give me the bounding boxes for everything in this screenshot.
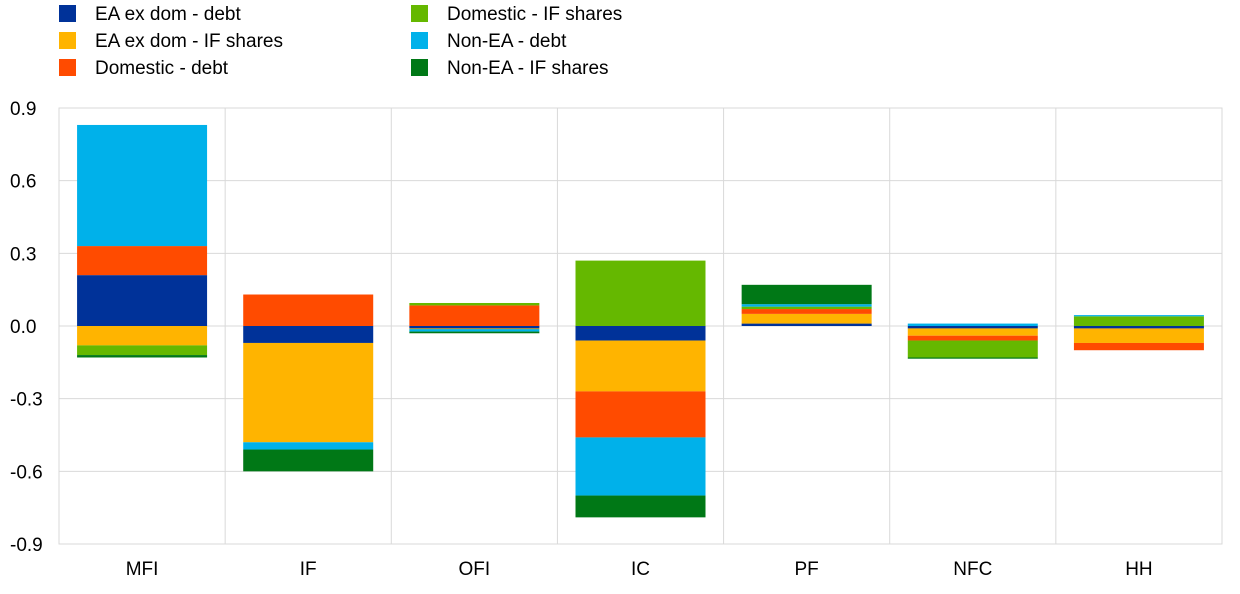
bar-ic-domestic-if-shares xyxy=(575,260,706,326)
bar-hh-domestic-debt xyxy=(1073,342,1204,351)
bar-pf-non-ea-debt xyxy=(741,304,872,307)
legend-swatch-domestic-if-shares xyxy=(411,5,428,22)
bar-mfi-ea-ex-dom-if-shares xyxy=(77,326,208,346)
bars xyxy=(77,124,1204,518)
x-tick-label-ic: IC xyxy=(631,559,650,580)
y-tick-label: 0.0 xyxy=(10,317,36,338)
legend-swatch-non-ea-debt xyxy=(411,32,428,49)
bar-mfi-non-ea-if-shares xyxy=(77,355,208,358)
bar-mfi-non-ea-debt xyxy=(77,124,208,247)
legend-swatch-ea-ex-dom-if-shares xyxy=(59,32,76,49)
bar-ic-non-ea-if-shares xyxy=(575,495,706,518)
bar-pf-ea-ex-dom-if-shares xyxy=(741,313,872,324)
bar-hh-domestic-if-shares xyxy=(1073,316,1204,326)
axes: 0.9 0.6 0.3 0.0 -0.3 -0.6 -0.9 MFI IF OFI IC PF NFC H… xyxy=(10,99,1153,580)
legend-label-domestic-debt: Domestic - debt xyxy=(95,58,229,79)
bar-if-non-ea-debt xyxy=(243,442,374,450)
y-tick-label: -0.6 xyxy=(10,462,43,483)
bar-mfi-ea-ex-dom-debt xyxy=(77,275,208,326)
bar-nfc-ea-ex-dom-debt xyxy=(907,326,1038,329)
bar-pf-ea-ex-dom-debt xyxy=(741,323,872,326)
bar-pf-domestic-debt xyxy=(741,309,872,314)
bar-ic-non-ea-debt xyxy=(575,437,706,496)
bar-mfi-domestic-debt xyxy=(77,246,208,276)
bar-hh-non-ea-debt xyxy=(1073,315,1204,317)
y-tick-label: -0.3 xyxy=(10,390,43,411)
legend-swatch-ea-ex-dom-debt xyxy=(59,5,76,22)
legend-swatch-non-ea-if-shares xyxy=(411,59,428,76)
legend-label-non-ea-debt: Non-EA - debt xyxy=(447,31,567,52)
x-tick-label-nfc: NFC xyxy=(953,559,992,580)
bar-ofi-ea-ex-dom-debt xyxy=(409,326,540,329)
bar-nfc-ea-ex-dom-if-shares xyxy=(907,328,1038,336)
bar-nfc-non-ea-debt xyxy=(907,323,1038,326)
x-tick-label-if: IF xyxy=(300,559,317,580)
legend: EA ex dom - debt EA ex dom - IF shares Dom… xyxy=(59,4,622,79)
bar-hh-ea-ex-dom-if-shares xyxy=(1073,328,1204,343)
x-tick-label-mfi: MFI xyxy=(126,559,159,580)
bar-mfi-domestic-if-shares xyxy=(77,345,208,356)
bar-if-domestic-debt xyxy=(243,294,374,326)
legend-label-domestic-if-shares: Domestic - IF shares xyxy=(447,4,622,25)
legend-swatch-domestic-debt xyxy=(59,59,76,76)
x-tick-label-pf: PF xyxy=(795,559,819,580)
bar-nfc-domestic-if-shares xyxy=(907,340,1038,358)
bar-ofi-non-ea-if-shares xyxy=(409,331,540,334)
legend-label-ea-ex-dom-debt: EA ex dom - debt xyxy=(95,4,241,25)
bar-ic-ea-ex-dom-if-shares xyxy=(575,340,706,392)
bar-hh-ea-ex-dom-debt xyxy=(1073,326,1204,329)
bar-ofi-domestic-debt xyxy=(409,305,540,326)
bar-ic-ea-ex-dom-debt xyxy=(575,326,706,341)
bar-pf-non-ea-if-shares xyxy=(741,284,872,305)
y-tick-label: 0.3 xyxy=(10,244,36,265)
bar-ofi-ea-ex-dom-if-shares xyxy=(409,328,540,330)
legend-label-ea-ex-dom-if-shares: EA ex dom - IF shares xyxy=(95,31,283,52)
bar-ic-domestic-debt xyxy=(575,391,706,438)
y-tick-label: 0.9 xyxy=(10,99,36,120)
x-tick-label-hh: HH xyxy=(1125,559,1152,580)
bar-nfc-non-ea-if-shares xyxy=(907,357,1038,359)
bar-ofi-domestic-if-shares xyxy=(409,302,540,306)
bar-if-non-ea-if-shares xyxy=(243,449,374,472)
bar-if-ea-ex-dom-debt xyxy=(243,326,374,343)
bar-nfc-domestic-debt xyxy=(907,335,1038,341)
x-tick-label-ofi: OFI xyxy=(459,559,491,580)
legend-label-non-ea-if-shares: Non-EA - IF shares xyxy=(447,58,609,79)
bar-ofi-non-ea-debt xyxy=(409,329,540,332)
bar-if-ea-ex-dom-if-shares xyxy=(243,342,374,443)
bar-pf-domestic-if-shares xyxy=(741,306,872,310)
y-tick-label: 0.6 xyxy=(10,172,36,193)
y-tick-label: -0.9 xyxy=(10,535,43,556)
